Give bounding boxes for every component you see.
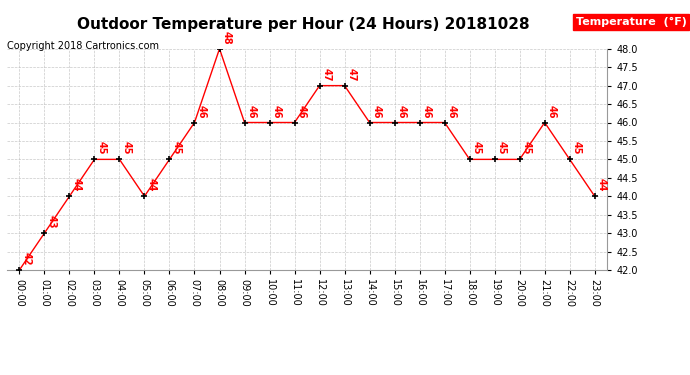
Text: Outdoor Temperature per Hour (24 Hours) 20181028: Outdoor Temperature per Hour (24 Hours) … [77,17,530,32]
Text: 46: 46 [246,105,257,118]
Text: 45: 45 [97,141,106,155]
Text: 45: 45 [121,141,132,155]
Text: 46: 46 [272,105,282,118]
Text: 48: 48 [221,31,232,44]
Text: 45: 45 [572,141,582,155]
Text: 42: 42 [21,252,32,266]
Text: 46: 46 [546,105,557,118]
Text: 45: 45 [497,141,506,155]
Text: 46: 46 [197,105,206,118]
Text: 46: 46 [446,105,457,118]
Text: Temperature  (°F): Temperature (°F) [575,17,687,27]
Text: 45: 45 [522,141,532,155]
Text: 46: 46 [372,105,382,118]
Text: 45: 45 [472,141,482,155]
Text: 47: 47 [346,68,357,81]
Text: 47: 47 [322,68,332,81]
Text: 44: 44 [597,178,607,192]
Text: 44: 44 [146,178,157,192]
Text: 45: 45 [172,141,181,155]
Text: 46: 46 [422,105,432,118]
Text: Copyright 2018 Cartronics.com: Copyright 2018 Cartronics.com [7,41,159,51]
Text: 43: 43 [46,215,57,229]
Text: 44: 44 [72,178,81,192]
Text: 46: 46 [297,105,306,118]
Text: 46: 46 [397,105,406,118]
